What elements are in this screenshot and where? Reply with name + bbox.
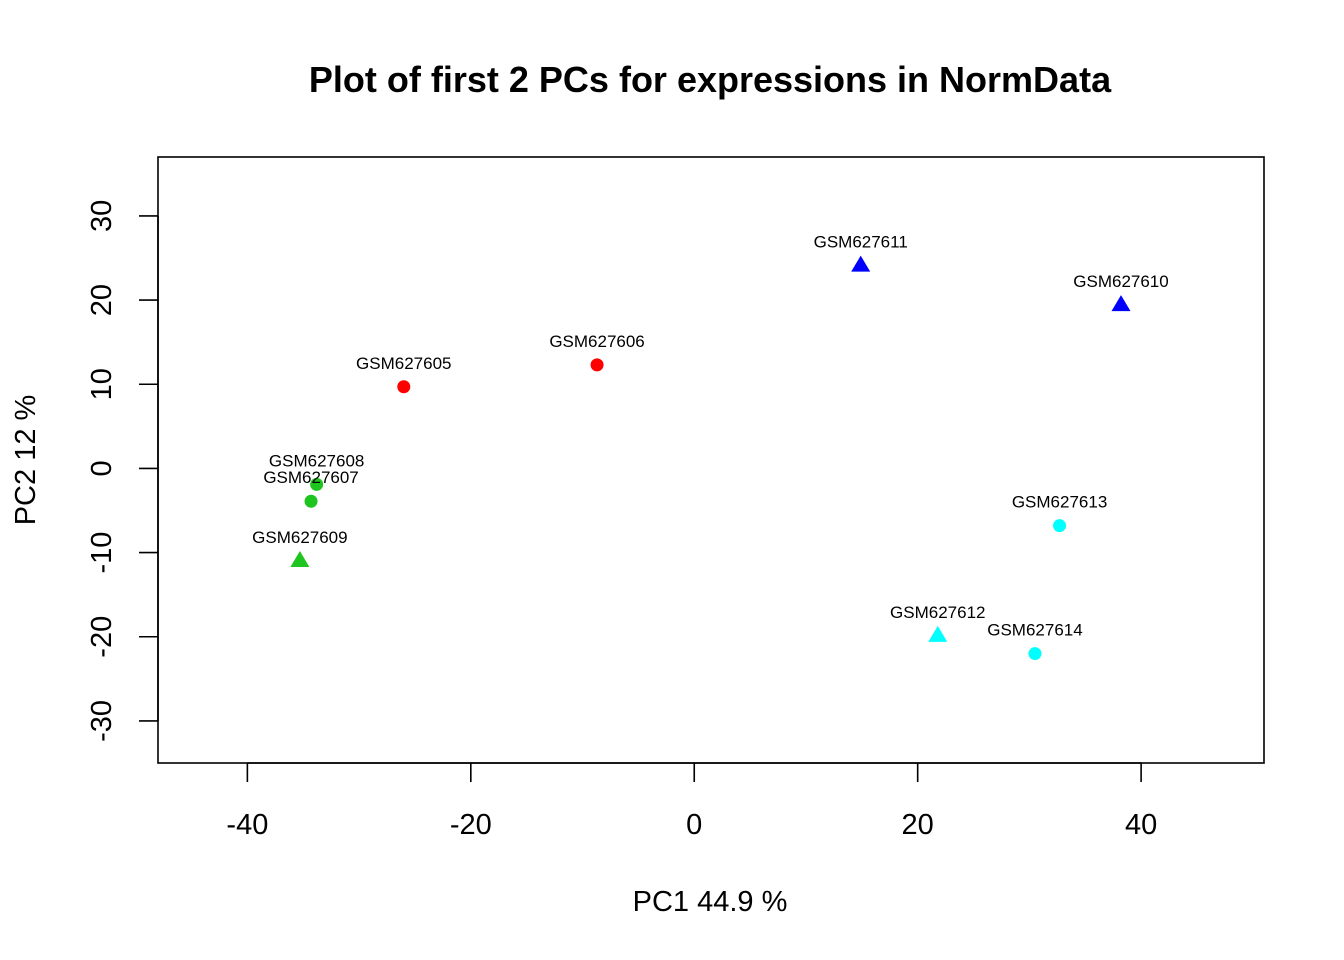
data-label: GSM627608 xyxy=(269,451,364,470)
data-label: GSM627612 xyxy=(890,603,985,622)
data-label: GSM627613 xyxy=(1012,493,1107,512)
data-point-circle xyxy=(590,358,604,372)
data-label: GSM627606 xyxy=(549,332,644,351)
data-label: GSM627607 xyxy=(263,468,358,487)
y-tick-label: 20 xyxy=(86,284,118,316)
y-tick-label: 30 xyxy=(86,200,118,232)
data-point-triangle xyxy=(851,255,871,272)
data-point-circle xyxy=(310,477,324,491)
x-tick-label: -40 xyxy=(226,809,268,841)
data-point-circle xyxy=(1053,519,1067,533)
x-axis: -40 -20 0 20 40 xyxy=(226,762,1157,841)
data-points xyxy=(290,255,1131,661)
data-label: GSM627610 xyxy=(1073,272,1168,291)
x-tick-label: 40 xyxy=(1125,809,1157,841)
data-label: GSM627614 xyxy=(987,621,1082,640)
data-point-triangle xyxy=(928,625,948,642)
data-label: GSM627611 xyxy=(814,233,908,252)
x-tick-label: -20 xyxy=(450,809,492,841)
data-point-circle xyxy=(397,380,411,394)
y-tick-label: -20 xyxy=(86,616,118,658)
x-axis-label: PC1 44.9 % xyxy=(633,886,788,918)
y-tick-label: 0 xyxy=(86,460,118,476)
data-label: GSM627605 xyxy=(356,354,451,373)
x-tick-label: 0 xyxy=(686,809,702,841)
data-point-triangle xyxy=(1111,295,1131,312)
chart-title: Plot of first 2 PCs for expressions in N… xyxy=(309,59,1112,100)
data-label: GSM627609 xyxy=(252,528,347,547)
y-tick-label: -30 xyxy=(86,700,118,742)
data-point-circle xyxy=(1028,647,1042,661)
x-tick-label: 20 xyxy=(902,809,934,841)
data-point-triangle xyxy=(290,551,310,567)
y-tick-label: -10 xyxy=(86,532,118,574)
y-axis-label: PC2 12 % xyxy=(10,395,42,526)
y-axis: -30 -20 -10 0 10 20 30 xyxy=(86,200,159,742)
y-tick-label: 10 xyxy=(86,368,118,400)
data-point-circle xyxy=(304,494,318,508)
